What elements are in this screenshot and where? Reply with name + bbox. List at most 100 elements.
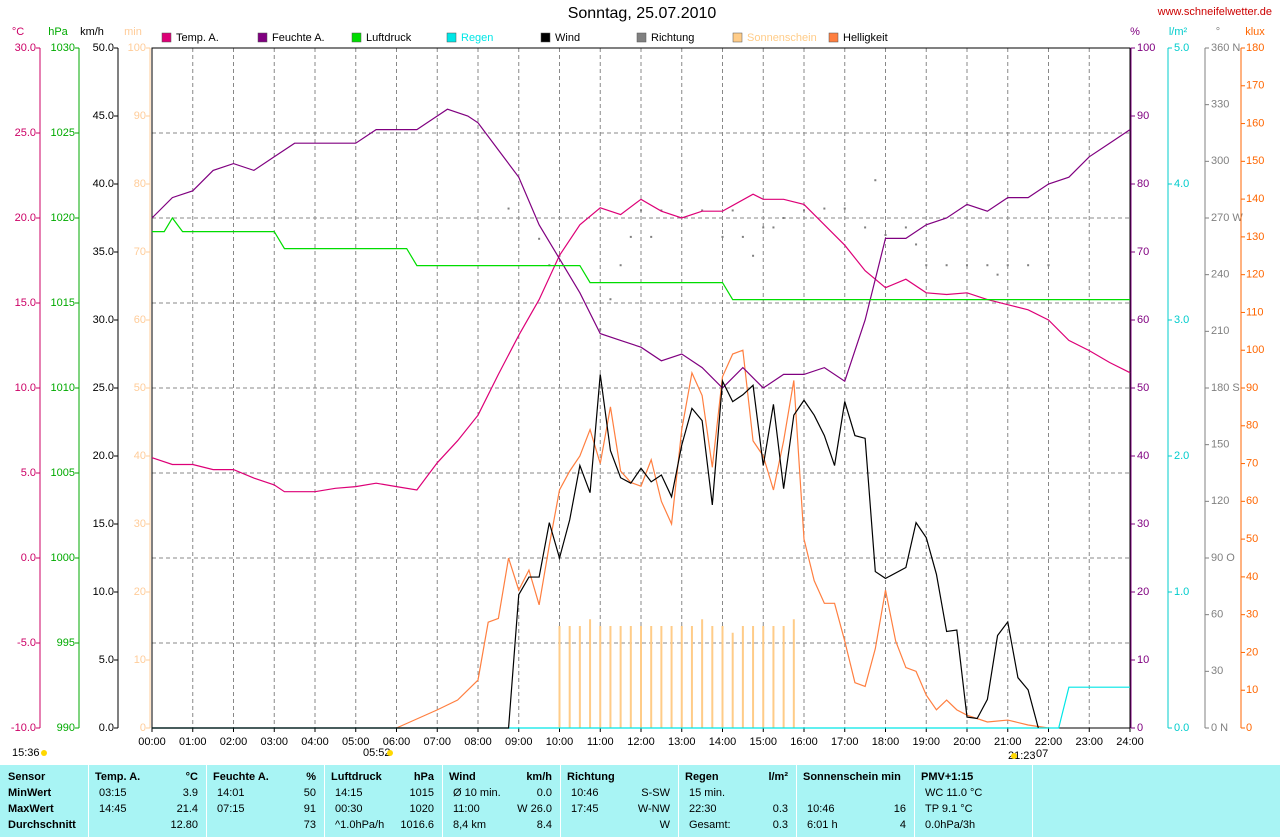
legend-label: Wind xyxy=(555,32,580,44)
legend-label: Temp. A. xyxy=(176,32,219,44)
y-tick-label: 170 xyxy=(1246,80,1264,92)
cell-time: 10:46 xyxy=(571,787,599,799)
x-tick-label: 00:00 xyxy=(138,736,166,748)
x-tick-label: 08:00 xyxy=(464,736,492,748)
table-column: Sensor MinWert MaxWert Durchschnitt xyxy=(0,765,89,837)
x-tick-label: 20:00 xyxy=(953,736,981,748)
y-tick-label: 160 xyxy=(1246,117,1264,129)
x-tick-label: 18:00 xyxy=(872,736,900,748)
y-tick-label: -5.0 xyxy=(17,637,36,649)
x-tick-label: 11:00 xyxy=(587,736,614,748)
y-tick-label: 20 xyxy=(1137,586,1149,598)
cell-time: 14:15 xyxy=(335,787,363,799)
row-label: MinWert xyxy=(8,787,52,799)
y-tick-label: 30.0 xyxy=(93,314,114,326)
direction-dot xyxy=(803,209,805,212)
y-tick-label: 50 xyxy=(1246,533,1258,545)
y-tick-label: 45.0 xyxy=(93,110,114,122)
cell-value: 73 xyxy=(303,819,316,831)
y-tick-label: 70 xyxy=(134,246,146,258)
direction-dot xyxy=(884,234,887,236)
cell-time: WC 11.0 °C xyxy=(925,787,983,799)
axis-unit: km/h xyxy=(80,26,104,38)
y-tick-label: 150 xyxy=(1211,439,1229,451)
cell-time: TP 9.1 °C xyxy=(925,803,973,815)
stats-table: Sensor MinWert MaxWert Durchschnitt Temp. A.… xyxy=(0,765,1280,837)
cell-value: 0.3 xyxy=(772,819,788,831)
cell-value: 50 xyxy=(303,787,316,799)
y-tick-label: 90 xyxy=(134,110,146,122)
y-tick-label: 80 xyxy=(1246,420,1258,432)
series-line xyxy=(152,374,1039,729)
column-unit: % xyxy=(306,771,316,783)
cell-value: 3.9 xyxy=(182,787,198,799)
y-tick-label: 100 xyxy=(1246,344,1264,356)
y-tick-label: 300 xyxy=(1211,155,1229,167)
y-tick-label: 70 xyxy=(1137,246,1149,258)
table-column: PMV+1:15 WC 11.0 °C TP 9.1 °C 0.0hPa/3h xyxy=(915,765,1033,837)
cell-value: 91 xyxy=(303,803,316,815)
y-tick-label: 40 xyxy=(1246,571,1258,583)
direction-dot xyxy=(945,264,948,267)
y-tick-label: 30 xyxy=(1137,518,1149,530)
cell-time: 6:01 h xyxy=(807,819,838,831)
axis-unit: ° xyxy=(1216,26,1220,38)
series-line xyxy=(151,108,1131,389)
y-tick-label: 1015 xyxy=(51,297,75,309)
direction-dot xyxy=(650,235,653,238)
y-tick-label: 60 xyxy=(1137,314,1149,326)
column-title: Wind xyxy=(449,771,476,783)
y-tick-label: 0 xyxy=(140,722,146,734)
column-title: Luftdruck xyxy=(331,771,382,783)
y-tick-label: 60 xyxy=(1246,495,1258,507)
legend-swatch xyxy=(636,32,647,43)
cell-value: 0.0 xyxy=(536,787,552,799)
direction-dot xyxy=(782,217,785,219)
y-tick-label: 5.0 xyxy=(21,467,36,479)
y-tick-label: 0.0 xyxy=(1174,722,1189,734)
column-title: Temp. A. xyxy=(95,771,141,783)
y-tick-label: 4.0 xyxy=(1174,178,1189,190)
y-tick-label: 240 xyxy=(1211,269,1229,281)
y-tick-label: 330 xyxy=(1211,99,1229,111)
y-tick-label: 995 xyxy=(57,637,75,649)
direction-dot xyxy=(966,264,968,267)
y-tick-label: 30 xyxy=(134,518,146,530)
direction-dot xyxy=(823,207,826,210)
y-tick-label: 1020 xyxy=(51,212,75,224)
y-tick-label: 130 xyxy=(1246,231,1264,243)
legend-label: Regen xyxy=(461,32,493,44)
chart: Sonntag, 25.07.2010 www.schneifelwetter.… xyxy=(10,5,1272,762)
cell-time: 07:15 xyxy=(217,803,245,815)
legend-swatch xyxy=(732,32,743,43)
y-tick-label: 40.0 xyxy=(93,178,114,190)
table-column: Feuchte A.% 14:01 50 07:15 91 73 xyxy=(207,765,325,837)
direction-dot xyxy=(986,264,989,267)
direction-dot xyxy=(996,273,999,276)
y-tick-label: 20.0 xyxy=(15,212,36,224)
series-line xyxy=(151,193,1131,493)
cell-time: 03:15 xyxy=(99,787,127,799)
cell-value: W-NW xyxy=(637,803,670,815)
x-tick-label: 23:00 xyxy=(1075,736,1103,748)
cell-value: 1016.6 xyxy=(400,819,434,831)
legend-swatch xyxy=(446,32,457,43)
y-tick-label: 0 xyxy=(1137,722,1143,734)
direction-dot xyxy=(599,328,602,331)
y-tick-label: 140 xyxy=(1246,193,1264,205)
column-unit: hPa xyxy=(413,771,434,783)
direction-dot xyxy=(640,209,642,212)
series-line xyxy=(396,349,1049,729)
y-tick-label: 1.0 xyxy=(1174,586,1189,598)
y-tick-label: 20 xyxy=(134,586,146,598)
direction-dot xyxy=(864,226,867,229)
y-tick-label: 50 xyxy=(1137,382,1149,394)
y-tick-label: 90 O xyxy=(1211,552,1235,564)
cell-time: Gesamt: xyxy=(689,819,731,831)
y-tick-label: 3.0 xyxy=(1174,314,1189,326)
legend-swatch xyxy=(257,32,268,43)
y-tick-label: 120 xyxy=(1246,269,1264,281)
y-tick-label: 70 xyxy=(1246,457,1258,469)
source-link[interactable]: www.schneifelwetter.de xyxy=(1157,6,1272,18)
x-tick-label: 05:00 xyxy=(342,736,370,748)
